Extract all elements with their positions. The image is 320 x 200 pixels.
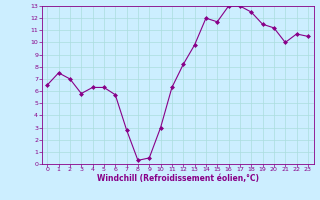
X-axis label: Windchill (Refroidissement éolien,°C): Windchill (Refroidissement éolien,°C) [97, 174, 259, 183]
